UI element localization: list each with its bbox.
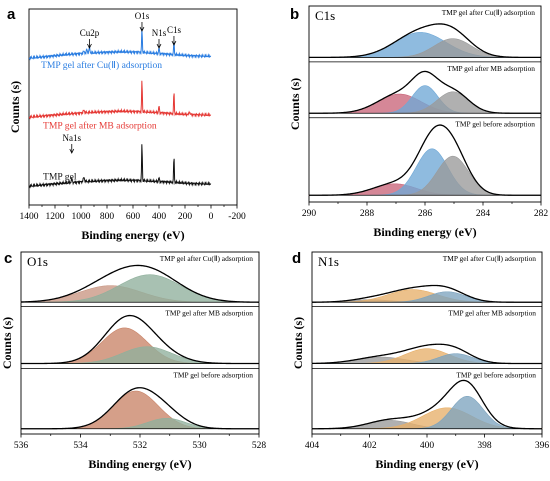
envelope-line [312,379,543,430]
y-axis-title: Counts (s) [0,317,14,369]
series-line [28,28,212,61]
section-label: TMP gel after MB adsorption [448,309,536,318]
peak-label: Na1s [63,133,82,143]
x-axis-title: Binding energy (eV) [81,228,184,242]
x-tick-label: 286 [418,209,433,219]
envelope-line [20,264,260,303]
peak-label: C1s [167,25,182,35]
peak-arrowhead [69,148,75,154]
peak-arrowhead [87,43,92,49]
x-tick-label: 1200 [46,212,65,222]
x-tick-label: 400 [152,212,167,222]
plot-frame [311,251,543,435]
x-tick-label: 532 [133,441,148,451]
series-label: TMP gel after Cu(Ⅱ) adsorption [41,60,162,71]
x-tick-label: 530 [192,441,207,451]
x-tick-label: -200 [228,212,246,222]
peak-label: Cu2p [80,28,100,38]
series-label: TMP gel after MB adsorption [43,121,157,132]
x-tick-label: 1400 [20,212,39,222]
x-tick-label: 404 [305,441,320,451]
y-axis-title: Counts (s) [8,81,22,133]
y-axis-title: Counts (s) [288,78,302,130]
section-label: TMP gel before adsorption [173,370,253,379]
x-tick-label: 1000 [72,212,91,222]
panel-b: b 290 288 286 284 282 Binding energy (eV) Count… [288,5,549,239]
x-tick-label: 398 [477,441,492,451]
x-axis-title: Binding energy (eV) [373,225,476,239]
panel-letter: b [290,6,299,23]
panel-d: d 404 402 400 398 396 Binding energy (eV) Count… [291,250,549,471]
envelope-line [309,23,541,59]
x-tick-label: 402 [362,441,377,451]
peak-arrowhead [139,26,145,32]
component-peak [21,346,259,364]
peak-arrowhead [171,40,177,46]
x-tick-label: 282 [534,209,549,219]
element-title: C1s [315,8,335,23]
x-tick-label: 528 [252,441,267,451]
x-tick-label: 200 [178,212,193,222]
x-tick-label: 284 [476,209,491,219]
peak-label: O1s [135,11,150,21]
panel-letter: c [4,250,12,267]
section-label: TMP gel after Cu(Ⅱ) adsorption [443,254,537,263]
component-peak [21,390,259,430]
section-label: TMP gel after MB adsorption [165,309,253,318]
section-label: TMP gel after Cu(Ⅱ) adsorption [160,254,254,263]
y-axis-title: Counts (s) [291,317,305,369]
element-title: N1s [318,254,339,269]
x-tick-label: 0 [209,212,214,222]
peak-arrowhead [156,43,162,49]
series-line [28,80,212,120]
series-line [28,144,212,189]
series-label: TMP gel [43,172,77,183]
x-tick-label: 534 [73,441,88,451]
panel-letter: a [7,6,16,23]
section-label: TMP gel before adsorption [455,120,535,129]
element-title: O1s [27,254,48,269]
panel-letter: d [292,250,301,267]
x-tick-label: 536 [14,441,29,451]
panel-a: a 1400 1200 1000 800 600 400 200 0 -200 Binding en… [7,6,246,242]
peak-label: N1s [152,28,167,38]
x-axis-title: Binding energy (eV) [88,457,191,471]
section-label: TMP gel before adsorption [456,370,536,379]
x-tick-label: 290 [302,209,317,219]
panel-c: c 536 534 532 530 528 Binding energy (eV) Count… [0,250,266,471]
section-label: TMP gel after MB adsorption [447,64,535,73]
x-axis-title: Binding energy (eV) [375,457,478,471]
x-tick-label: 396 [535,441,550,451]
x-tick-label: 800 [100,212,115,222]
section-label: TMP gel after Cu(Ⅱ) adsorption [442,8,536,17]
x-tick-label: 400 [420,441,435,451]
x-tick-label: 600 [126,212,141,222]
x-tick-label: 288 [360,209,375,219]
